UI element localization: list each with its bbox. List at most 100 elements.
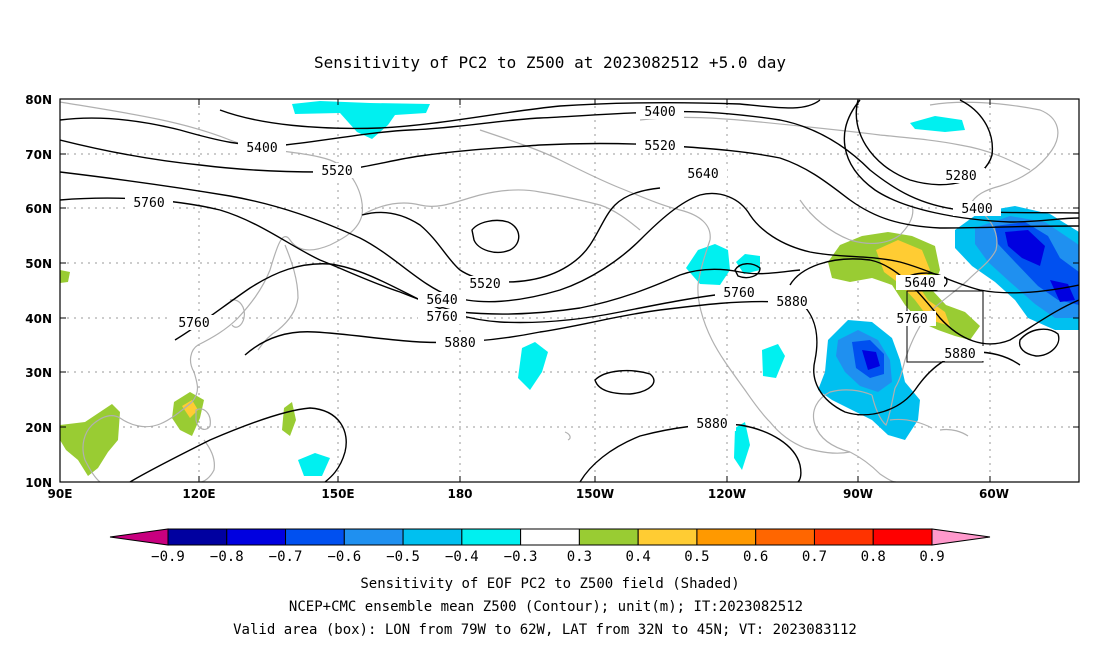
caption-line-2: NCEP+CMC ensemble mean Z500 (Contour); u… (289, 599, 803, 615)
contour-label: 5880 (696, 417, 727, 432)
colorbar-tick-label: −0.5 (386, 549, 420, 565)
coast-gulf (812, 389, 873, 453)
colorbar-box (226, 528, 287, 546)
lat-tick: 30N (25, 366, 52, 380)
colorbar-tick-label: −0.6 (327, 549, 361, 565)
colorbar-box (461, 528, 522, 546)
lon-tick: 150E (321, 487, 354, 501)
caption-line-3: Valid area (box): LON from 79W to 62W, L… (233, 622, 857, 638)
coast-japan (257, 244, 299, 351)
colorbar-box (637, 528, 698, 546)
shade-pos-india2 (60, 270, 70, 283)
coast-taiwan (195, 408, 211, 430)
coast-na-west (697, 239, 851, 454)
coast-cuba (889, 418, 933, 429)
colorbar-tick-label: 0.9 (919, 549, 944, 565)
colorbar-tick-label: 0.4 (626, 549, 651, 565)
coast-hawaii (564, 431, 571, 441)
shade-neg-pac2 (762, 344, 785, 378)
colorbar-tick-label: 0.8 (861, 549, 886, 565)
colorbar-box (872, 528, 933, 546)
contour-5760-low (734, 263, 761, 279)
lat-tick: 70N (25, 148, 52, 162)
figure-title: Sensitivity of PC2 to Z500 at 2023082512… (314, 53, 786, 72)
contour-5880-loop (594, 369, 655, 395)
colorbar-box (520, 528, 580, 546)
contour-label: 5640 (904, 276, 935, 291)
contour-5400-top (219, 99, 821, 130)
shade-neg-arctic (292, 101, 430, 139)
colorbar-box (343, 528, 404, 546)
lat-tick: 10N (25, 476, 52, 490)
colorbar-tick-label: 0.3 (567, 549, 592, 565)
shade-neg-greenland (910, 116, 965, 132)
contour-label: 5640 (426, 293, 457, 308)
colorbar-box (813, 528, 874, 546)
lat-tick: 20N (25, 421, 52, 435)
contour-label: 5520 (321, 164, 352, 179)
colorbar-box (285, 528, 345, 546)
colorbar-box (402, 528, 463, 546)
lon-tick: 180 (447, 487, 472, 501)
lon-tick: 60W (979, 487, 1009, 501)
lat-tick: 60N (25, 202, 52, 216)
coast-hudson (799, 199, 914, 245)
lat-tick: 40N (25, 312, 52, 326)
shade-neg-mex (734, 422, 750, 470)
colorbar-tick-label: −0.8 (210, 549, 244, 565)
lat-tick: 80N (25, 93, 52, 107)
colorbar-tick-label: −0.9 (151, 549, 185, 565)
colorbar-box (755, 528, 815, 546)
lon-tick: 120E (182, 487, 215, 501)
contour-5520-low (471, 219, 520, 254)
colorbar-tick-label: 0.5 (684, 549, 709, 565)
coast-florida (871, 387, 896, 426)
shade-pos-india (60, 404, 120, 476)
contour-label: 5760 (133, 196, 164, 211)
colorbar-box (696, 528, 757, 546)
coast-bering (361, 189, 641, 231)
shade-neg-pac3 (298, 453, 330, 476)
colorbar-box (167, 528, 228, 546)
contour-label: 5400 (961, 202, 992, 217)
coast-na-arctic (639, 116, 1031, 171)
coast-philippines (199, 439, 215, 482)
contour-label: 5880 (444, 336, 475, 351)
lon-tick: 150W (576, 487, 614, 501)
coast-hispaniola (939, 428, 969, 437)
contour-label: 5280 (945, 169, 976, 184)
contour-5640 (60, 171, 1079, 303)
contour-label: 5760 (178, 316, 209, 331)
coast-asia-arctic (60, 101, 364, 403)
frame-ticks (60, 98, 1079, 482)
contour-label: 5760 (896, 312, 927, 327)
shade-neg-bc (686, 244, 730, 285)
coast-na-east (894, 204, 998, 389)
contour-5880-loop2 (1018, 328, 1060, 357)
lon-tick: 120W (708, 487, 746, 501)
sensitivity-shading (60, 101, 1079, 476)
lon-tick-labels: 90E 120E 150E 180 150W 120W 90W 60W (48, 487, 1009, 501)
contour-5280 (855, 99, 994, 186)
contour-5400-ne (843, 99, 1079, 223)
coast-alaska (479, 129, 711, 241)
colorbar-box (578, 528, 639, 546)
shade-neg-pac (518, 342, 548, 390)
colorbar-end-low (109, 528, 169, 546)
contour-label: 5400 (644, 105, 675, 120)
coast-central-america (849, 451, 897, 482)
valid-area-box (906, 290, 984, 363)
lon-tick: 90W (843, 487, 873, 501)
colorbar-tick-label: 0.6 (743, 549, 768, 565)
shade-pos-china-y (182, 400, 198, 418)
contour-5880-pac (244, 300, 781, 356)
contour-label: 5400 (246, 141, 277, 156)
colorbar-tick-label: −0.3 (504, 549, 538, 565)
shade-neg-gulf-peak (862, 350, 880, 370)
coast-korea (229, 299, 245, 328)
coast-china-south (82, 401, 193, 482)
contour-label: 5640 (687, 167, 718, 182)
contour-5760-east (789, 258, 1079, 345)
contour-label: 5520 (469, 277, 500, 292)
shade-neg-atl-peak (1005, 230, 1045, 266)
